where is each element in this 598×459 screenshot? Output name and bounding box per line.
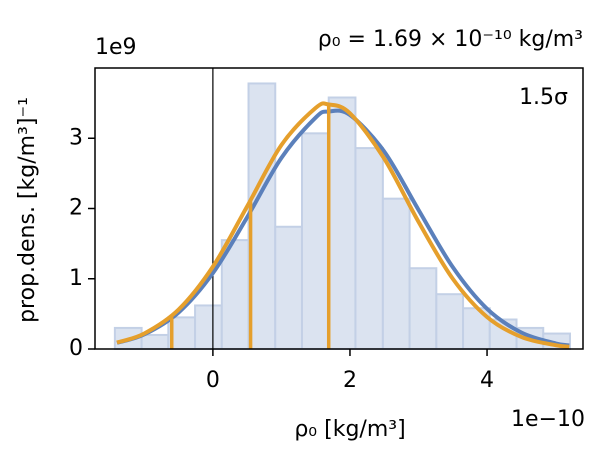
histogram-bar	[140, 333, 170, 351]
histogram-bar	[354, 147, 384, 350]
histogram-bar	[327, 96, 357, 350]
histogram-bar	[194, 304, 223, 351]
histogram-bar	[408, 267, 438, 350]
chart-title: ρ₀ = 1.69 × 10⁻¹⁰ kg/m³	[318, 27, 583, 52]
histogram-bar	[247, 82, 277, 351]
y-axis-label: prop.dens. [kg/m³]⁻¹	[15, 97, 40, 323]
density-curve	[116, 101, 570, 349]
y-tick-label: 0	[69, 336, 83, 361]
x-axis-label: ρ₀ [kg/m³]	[294, 417, 405, 442]
x-offset-label: 1e−10	[511, 407, 585, 432]
y-tick-label: 1	[69, 266, 83, 291]
histogram-bar	[381, 197, 411, 350]
x-tick-label: 4	[480, 368, 494, 393]
x-tick-label: 0	[206, 368, 220, 393]
y-offset-label: 1e9	[95, 35, 137, 60]
x-tick-label: 2	[343, 368, 357, 393]
histogram-bar	[274, 225, 303, 350]
histogram-bar	[435, 293, 465, 350]
histogram-bar	[300, 132, 330, 350]
annotation: 1.5σ	[519, 85, 568, 110]
y-tick-label: 2	[69, 196, 83, 221]
density-curve	[116, 108, 570, 348]
y-tick-label: 3	[69, 125, 83, 150]
